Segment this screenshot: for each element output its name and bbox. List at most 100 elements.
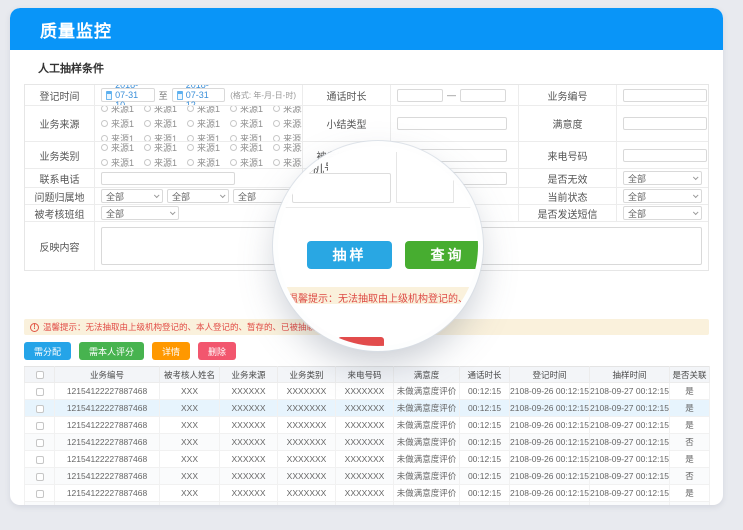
- toolbar: 需分配 需本人评分 详情 删除: [24, 342, 709, 360]
- summary-type-input[interactable]: [397, 117, 507, 130]
- chevron-down-icon: [692, 192, 699, 199]
- table-cell: XXXXXXX: [335, 433, 394, 451]
- radio-option[interactable]: 来源1: [101, 106, 134, 115]
- self-score-button[interactable]: 需本人评分: [79, 342, 145, 360]
- radio-option[interactable]: 来源1: [144, 156, 178, 168]
- contact-phone-input[interactable]: [101, 171, 235, 185]
- radio-option[interactable]: 来源1: [101, 156, 135, 168]
- assessed-team-select[interactable]: 全部: [101, 206, 179, 220]
- radio-option-label: 来源1: [154, 158, 178, 168]
- radio-option-label: 来源1: [111, 158, 135, 168]
- table-cell: 2108-09-27 00:12:15: [589, 416, 670, 434]
- radio-icon: [187, 135, 195, 141]
- row-checkbox[interactable]: [35, 421, 44, 430]
- call-duration-min-input[interactable]: [397, 88, 443, 102]
- radio-option[interactable]: 来源1: [101, 117, 134, 130]
- radio-option-label: 来源1: [240, 119, 264, 129]
- radio-option[interactable]: 来源1: [101, 142, 134, 154]
- table-cell: XXX: [159, 467, 220, 485]
- table-cell: 否: [669, 433, 710, 451]
- radio-option[interactable]: 来源1: [144, 106, 177, 115]
- table-cell: XXX: [159, 484, 220, 502]
- radio-option[interactable]: 来源1: [101, 132, 134, 141]
- row-checkbox[interactable]: [35, 455, 44, 464]
- radio-option[interactable]: 来源1: [230, 156, 264, 168]
- current-status-select[interactable]: 全部: [623, 189, 702, 203]
- problem-region-select-2[interactable]: 全部: [167, 189, 229, 203]
- business-source-radio-grid: 来源1 来源1 来源1 来源1 来源1 来源1 来源1 来源1 来源1 来源1 来源1 来源1 来源1 来…: [101, 106, 302, 142]
- send-sms-select[interactable]: 全部: [623, 206, 702, 220]
- satisfaction-input[interactable]: [623, 117, 707, 130]
- row-checkbox[interactable]: [35, 438, 44, 447]
- radio-option-label: 来源1: [111, 143, 135, 153]
- problem-region-select-3[interactable]: 全部: [233, 189, 295, 203]
- table-cell: XXXXXXX: [277, 416, 336, 434]
- table-cell: 是: [669, 382, 710, 400]
- radio-option-label: 来源1: [154, 134, 178, 142]
- table-cell: 未做满意度评价: [393, 416, 460, 434]
- query-button[interactable]: 查询: [405, 241, 478, 269]
- business-category-radio-grid: 来源1 来源1 来源1 来源1 来源1 来源1 来源1 来源1 来源1 来源1: [101, 142, 302, 168]
- radio-icon: [230, 135, 238, 141]
- radio-option-label: 来源1: [240, 158, 264, 168]
- radio-option[interactable]: 来源1: [187, 106, 220, 115]
- radio-option[interactable]: 来源1: [273, 156, 302, 168]
- radio-icon: [273, 159, 281, 166]
- radio-option[interactable]: 来源1: [144, 132, 178, 142]
- table-cell: 00:12:15: [459, 484, 510, 502]
- assign-button[interactable]: 需分配: [24, 342, 72, 360]
- row-checkbox[interactable]: [35, 489, 44, 498]
- table-cell: XXX: [159, 501, 220, 505]
- business-no-label: 业务编号: [519, 85, 617, 106]
- business-no-input[interactable]: [623, 88, 707, 102]
- assessed-team-field: 全部: [95, 205, 303, 222]
- chevron-down-icon: [153, 192, 160, 199]
- warning-icon: !: [30, 322, 39, 332]
- radio-option-label: 来源1: [283, 158, 302, 168]
- sample-button[interactable]: 抽样: [307, 241, 392, 269]
- radio-option[interactable]: 来源1: [273, 142, 302, 154]
- call-duration-max-input[interactable]: [460, 88, 506, 102]
- is-invalid-select[interactable]: 全部: [623, 171, 702, 185]
- radio-option[interactable]: 来源1: [144, 142, 177, 154]
- business-source-options: 来源1 来源1 来源1 来源1 来源1 来源1 来源1 来源1 来源1 来源1 来源1 来源1 来源1 来…: [95, 106, 303, 142]
- radio-option[interactable]: 来源1: [230, 142, 263, 154]
- table-cell: 是: [669, 416, 710, 434]
- radio-option[interactable]: 来源1: [230, 132, 263, 141]
- registration-time-to-input[interactable]: 2018-07-31 12: [171, 85, 226, 105]
- radio-option[interactable]: 来源1: [187, 142, 220, 154]
- radio-option[interactable]: 来源1: [187, 117, 220, 130]
- delete-button[interactable]: 删除: [198, 342, 237, 360]
- radio-icon: [273, 106, 281, 112]
- lens-warning-strip: 温馨提示：无法抽取由上级机构登记的、本人登记的、暂存的、已被抽取未评分的业务记录…: [278, 287, 478, 304]
- radio-option[interactable]: 来源1: [230, 117, 263, 130]
- radio-option[interactable]: 来源1: [230, 106, 263, 115]
- select-all-checkbox[interactable]: [35, 371, 44, 380]
- lens-warning-text: 温馨提示：无法抽取由上级机构登记的、本人登记的、暂存的、已被抽取未评分的业务记录…: [288, 294, 478, 304]
- radio-option[interactable]: 来源1: [273, 106, 302, 115]
- detail-button[interactable]: 详情: [152, 342, 191, 360]
- table-cell: 是: [669, 450, 710, 468]
- satisfaction-label: 满意度: [519, 106, 617, 142]
- table-cell: 否: [669, 467, 710, 485]
- table-cell: XXXXXXX: [335, 484, 394, 502]
- radio-option[interactable]: 来源1: [144, 117, 177, 130]
- radio-option[interactable]: 来源1: [187, 132, 220, 141]
- row-checkbox-cell: [24, 399, 55, 417]
- radio-icon: [144, 106, 152, 112]
- problem-region-label: 问题归属地: [25, 188, 95, 205]
- problem-region-select-1[interactable]: 全部: [101, 189, 163, 203]
- table-cell: 2108-09-26 00:12:15: [509, 416, 590, 434]
- radio-option[interactable]: 来源1: [273, 117, 302, 130]
- caller-no-input[interactable]: [623, 148, 707, 162]
- table-cell: 12154122227887468: [54, 399, 160, 417]
- calendar-icon: [176, 90, 183, 100]
- radio-option[interactable]: 来源1: [273, 132, 302, 141]
- row-checkbox[interactable]: [35, 387, 44, 396]
- row-checkbox[interactable]: [35, 472, 44, 481]
- table-cell: 12154122227887468: [54, 484, 160, 502]
- row-checkbox[interactable]: [35, 404, 44, 413]
- radio-option[interactable]: 来源1: [187, 156, 220, 168]
- registration-time-from-input[interactable]: 2018-07-31 10: [101, 85, 155, 105]
